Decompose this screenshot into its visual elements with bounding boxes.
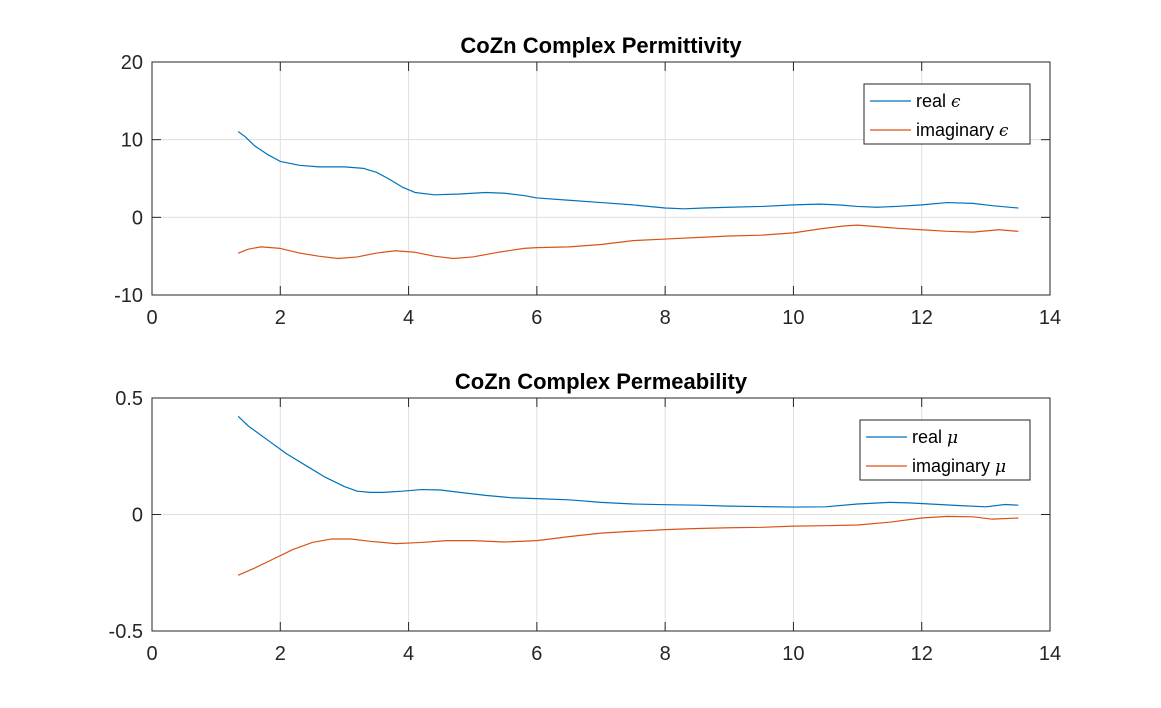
series-line-real: [237, 131, 1019, 210]
legend-entry-real: real μ: [912, 427, 958, 448]
legend-symbol: ϵ: [951, 92, 961, 112]
y-tick-label: 20: [121, 52, 143, 74]
y-tick-label: 10: [121, 130, 143, 152]
x-tick-label: 4: [403, 307, 414, 329]
x-tick-label: 0: [146, 643, 157, 665]
x-tick-label: 6: [531, 643, 542, 665]
legend-symbol: ϵ: [999, 121, 1009, 141]
y-tick-label: -10: [114, 285, 143, 307]
x-tick-label: 12: [911, 307, 933, 329]
series-line-imaginary: [237, 224, 1019, 260]
x-tick-label: 0: [146, 307, 157, 329]
legend-symbol: μ: [995, 457, 1006, 477]
x-tick-label: 10: [782, 307, 804, 329]
legend-label: real: [916, 91, 946, 111]
legend-box: [863, 83, 1031, 145]
y-tick-label: 0: [132, 207, 143, 229]
legend-label: imaginary: [912, 456, 990, 476]
y-tick-label: 0.5: [115, 388, 143, 410]
chart-title: CoZn Complex Permeability: [455, 369, 748, 394]
x-tick-label: 8: [660, 643, 671, 665]
series-line-imaginary: [237, 515, 1019, 576]
axes-box: [151, 61, 1051, 296]
x-tick-label: 6: [531, 307, 542, 329]
chart-title: CoZn Complex Permittivity: [460, 33, 742, 58]
legend-entry-imaginary: imaginary μ: [912, 456, 1006, 477]
legend-symbol: μ: [947, 428, 958, 448]
legend-label: real: [912, 427, 942, 447]
legend-entry-real: real ϵ: [916, 91, 961, 112]
x-tick-label: 4: [403, 643, 414, 665]
x-tick-label: 14: [1039, 307, 1061, 329]
legend-box: [859, 419, 1031, 481]
x-tick-label: 14: [1039, 643, 1061, 665]
series-line-real: [237, 416, 1019, 508]
legend-label: imaginary: [916, 120, 994, 140]
x-tick-label: 10: [782, 643, 804, 665]
y-tick-label: 0: [132, 505, 143, 527]
legend-entry-imaginary: imaginary ϵ: [916, 120, 1009, 141]
x-tick-label: 2: [275, 307, 286, 329]
y-tick-label: -0.5: [109, 621, 143, 643]
x-tick-label: 2: [275, 643, 286, 665]
x-tick-label: 12: [911, 643, 933, 665]
x-tick-label: 8: [660, 307, 671, 329]
